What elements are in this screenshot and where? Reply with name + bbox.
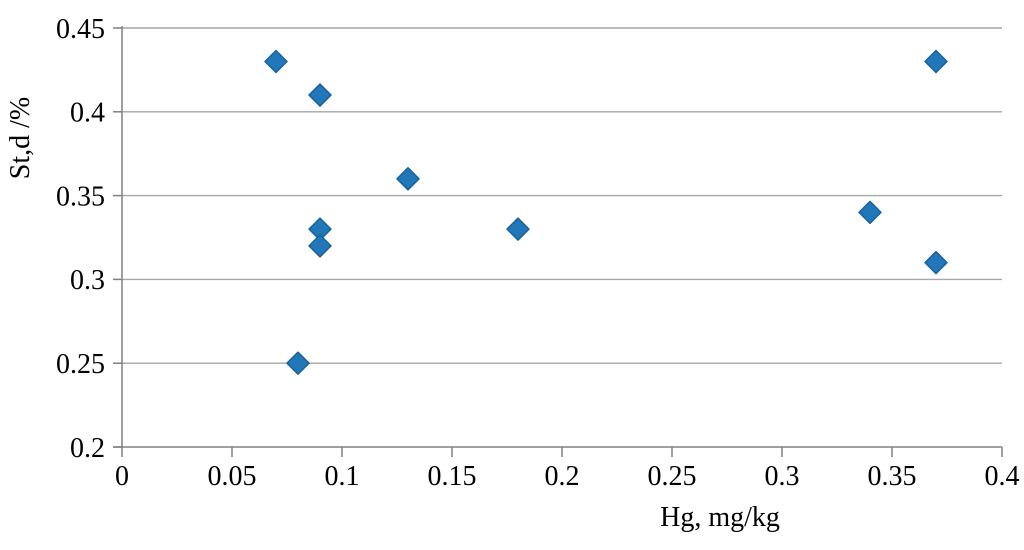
y-tick-label: 0.4 xyxy=(70,98,105,129)
x-tick-label: 0 xyxy=(115,461,129,492)
x-tick-label: 0.3 xyxy=(765,461,800,492)
data-point-diamond xyxy=(286,351,310,375)
y-tick-label: 0.2 xyxy=(70,433,105,464)
x-tick-label: 0.4 xyxy=(985,461,1020,492)
x-tick-label: 0.2 xyxy=(545,461,580,492)
data-point-diamond xyxy=(308,234,332,258)
data-point-diamond xyxy=(308,83,332,107)
y-tick-label: 0.35 xyxy=(56,181,105,212)
x-tick-label: 0.35 xyxy=(868,461,917,492)
y-tick-label: 0.3 xyxy=(70,265,105,296)
y-axis-title: St,d /% xyxy=(5,96,36,180)
x-tick-label: 0.25 xyxy=(648,461,697,492)
x-tick-label: 0.15 xyxy=(428,461,477,492)
x-axis-title: Hg, mg/kg xyxy=(660,502,780,533)
data-point-diamond xyxy=(264,49,288,74)
data-point-diamond xyxy=(506,217,530,241)
data-point-diamond xyxy=(924,250,948,275)
x-tick-label: 0.1 xyxy=(325,461,360,492)
y-tick-label: 0.45 xyxy=(56,14,105,45)
data-point-diamond xyxy=(858,200,882,225)
x-tick-label: 0.05 xyxy=(208,461,257,492)
data-point-diamond xyxy=(924,49,948,74)
y-tick-label: 0.25 xyxy=(56,349,105,380)
data-point-diamond xyxy=(396,167,420,191)
